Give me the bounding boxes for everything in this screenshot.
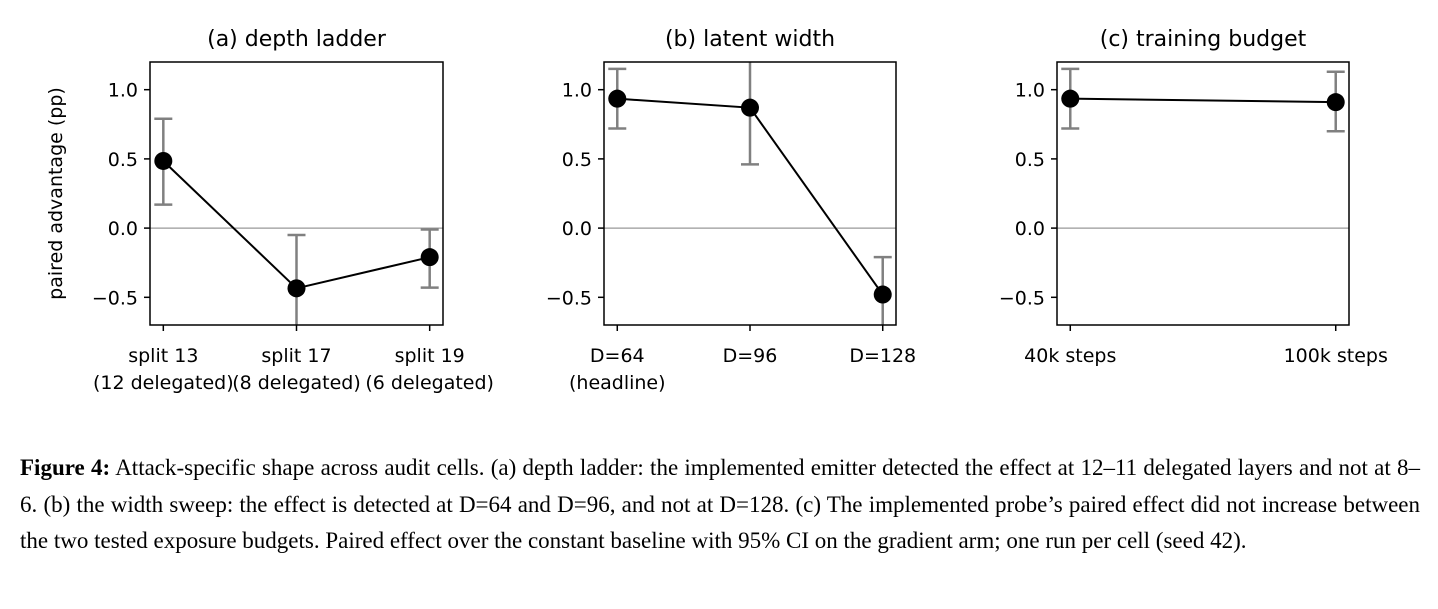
figure: (a) depth ladder paired advantage (pp) −0.…: [45, 27, 1388, 394]
plot-area: [608, 62, 892, 325]
x-tick-label: 40k steps: [1024, 345, 1116, 367]
point: [741, 98, 759, 117]
caption-text: Attack-specific shape across audit cells…: [20, 455, 1420, 553]
point: [287, 279, 306, 298]
x-tick-label: 100k steps: [1284, 345, 1388, 367]
panel-title: (b) latent width: [665, 27, 835, 52]
plot-area: [1061, 67, 1345, 133]
x-tick-label: D=96: [723, 345, 778, 367]
x-tick-label: D=64 (headline): [569, 345, 666, 394]
panel-title: (c) training budget: [1100, 27, 1307, 52]
point: [1326, 93, 1345, 112]
y-tick-label: 1.0: [108, 80, 138, 102]
x-tick-label: split 17 (8 delegated): [232, 345, 361, 394]
y-tick-label: 0.5: [562, 149, 592, 171]
series-line: [1070, 97, 1336, 104]
y-tick-label: −0.5: [999, 287, 1045, 309]
y-tick-label: 0.0: [562, 218, 592, 240]
y-tick-label: 0.0: [1015, 218, 1045, 240]
y-tick-label: −0.5: [546, 287, 592, 309]
caption-label: Figure 4:: [20, 455, 111, 480]
point: [608, 89, 627, 108]
y-tick-label: −0.5: [92, 287, 138, 309]
y-tick-label: 1.0: [562, 80, 592, 102]
y-axis-label: paired advantage (pp): [45, 87, 67, 300]
caption: Figure 4: Attack-specific shape across a…: [20, 450, 1420, 560]
point: [154, 151, 173, 170]
point: [1061, 89, 1080, 108]
y-tick-label: 1.0: [1015, 80, 1045, 102]
y-tick-label: 0.5: [108, 149, 138, 171]
point: [420, 248, 439, 267]
panel-title: (a) depth ladder: [207, 27, 387, 52]
x-tick-label: split 13 (12 delegated): [93, 345, 234, 394]
x-tick-label: split 19 (6 delegated): [365, 345, 494, 394]
axes-frame: [1056, 61, 1350, 326]
point: [873, 285, 892, 304]
x-tick-label: D=128: [849, 345, 916, 367]
y-tick-label: 0.0: [108, 218, 138, 240]
plot-area: [154, 117, 439, 325]
y-tick-label: 0.5: [1015, 149, 1045, 171]
